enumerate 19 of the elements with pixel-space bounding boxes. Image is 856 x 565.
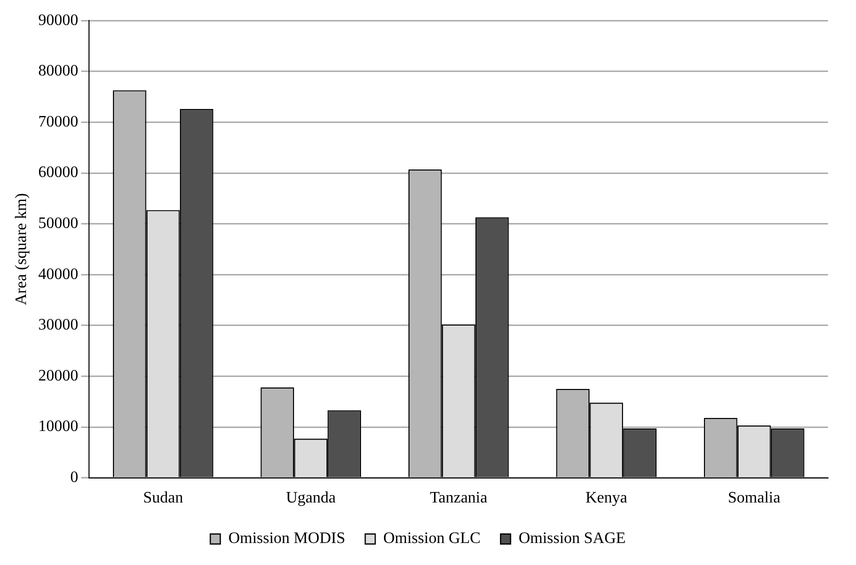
y-tick-label: 80000 bbox=[38, 62, 78, 80]
y-tick-label: 40000 bbox=[38, 266, 78, 283]
y-tick-label: 90000 bbox=[38, 12, 78, 29]
y-axis-title: Area (square km) bbox=[12, 193, 30, 306]
y-tick-label: 60000 bbox=[38, 164, 78, 182]
legend-label: Omission MODIS bbox=[228, 530, 346, 548]
y-tick-label: 0 bbox=[70, 469, 78, 486]
y-tick-label: 50000 bbox=[38, 215, 78, 232]
legend-label: Omission SAGE bbox=[518, 530, 626, 548]
x-tick-label: Sudan bbox=[143, 490, 184, 507]
y-tick-label: 10000 bbox=[38, 418, 78, 436]
x-tick-label: Kenya bbox=[585, 490, 628, 507]
x-tick-label: Tanzania bbox=[430, 490, 488, 507]
y-tick-label: 20000 bbox=[38, 367, 78, 384]
y-tick-label: 70000 bbox=[38, 113, 78, 130]
x-tick-label: Uganda bbox=[286, 490, 336, 507]
legend-label: Omission GLC bbox=[383, 530, 481, 548]
x-tick-label: Somalia bbox=[728, 490, 780, 507]
y-tick-label: 30000 bbox=[38, 316, 78, 334]
